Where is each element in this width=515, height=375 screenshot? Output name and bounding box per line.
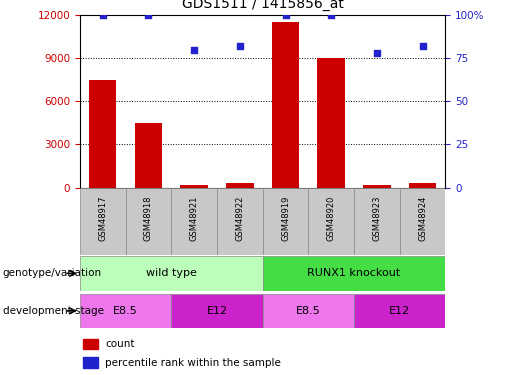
- Text: GSM48923: GSM48923: [372, 195, 382, 241]
- Bar: [308, 188, 354, 255]
- Point: [190, 46, 198, 53]
- Bar: [217, 188, 263, 255]
- Text: GSM48917: GSM48917: [98, 195, 107, 241]
- Point: [236, 43, 244, 49]
- Text: wild type: wild type: [146, 268, 197, 278]
- Text: GSM48921: GSM48921: [190, 195, 199, 241]
- Bar: [171, 188, 217, 255]
- Point: [281, 12, 289, 18]
- Text: GSM48919: GSM48919: [281, 195, 290, 241]
- Bar: [89, 80, 116, 188]
- Text: RUNX1 knockout: RUNX1 knockout: [307, 268, 401, 278]
- Bar: [126, 188, 171, 255]
- Point: [373, 50, 381, 56]
- Bar: [226, 183, 253, 188]
- Text: count: count: [106, 339, 135, 349]
- Point: [419, 43, 427, 49]
- Bar: [400, 188, 445, 255]
- Point: [98, 12, 107, 18]
- Text: E8.5: E8.5: [296, 306, 321, 316]
- Bar: [80, 256, 263, 291]
- Bar: [272, 22, 299, 188]
- Text: E8.5: E8.5: [113, 306, 138, 316]
- Bar: [135, 123, 162, 188]
- Bar: [263, 256, 445, 291]
- Bar: [354, 188, 400, 255]
- Text: GSM48920: GSM48920: [327, 195, 336, 241]
- Bar: [80, 294, 171, 328]
- Text: GSM48922: GSM48922: [235, 195, 244, 241]
- Bar: [263, 188, 308, 255]
- Bar: [180, 184, 208, 188]
- Point: [327, 12, 335, 18]
- Bar: [263, 294, 354, 328]
- Title: GDS1511 / 1415856_at: GDS1511 / 1415856_at: [182, 0, 344, 11]
- Text: E12: E12: [389, 306, 410, 316]
- Bar: [83, 339, 98, 349]
- Bar: [354, 294, 445, 328]
- Bar: [80, 188, 126, 255]
- Point: [144, 12, 152, 18]
- Text: GSM48918: GSM48918: [144, 195, 153, 241]
- Text: genotype/variation: genotype/variation: [3, 268, 101, 278]
- Bar: [83, 357, 98, 368]
- Text: E12: E12: [207, 306, 228, 316]
- Bar: [171, 294, 263, 328]
- Bar: [317, 58, 345, 188]
- Text: percentile rank within the sample: percentile rank within the sample: [106, 358, 281, 368]
- Text: development stage: development stage: [3, 306, 104, 316]
- Bar: [409, 183, 436, 188]
- Text: GSM48924: GSM48924: [418, 195, 427, 241]
- Bar: [363, 184, 391, 188]
